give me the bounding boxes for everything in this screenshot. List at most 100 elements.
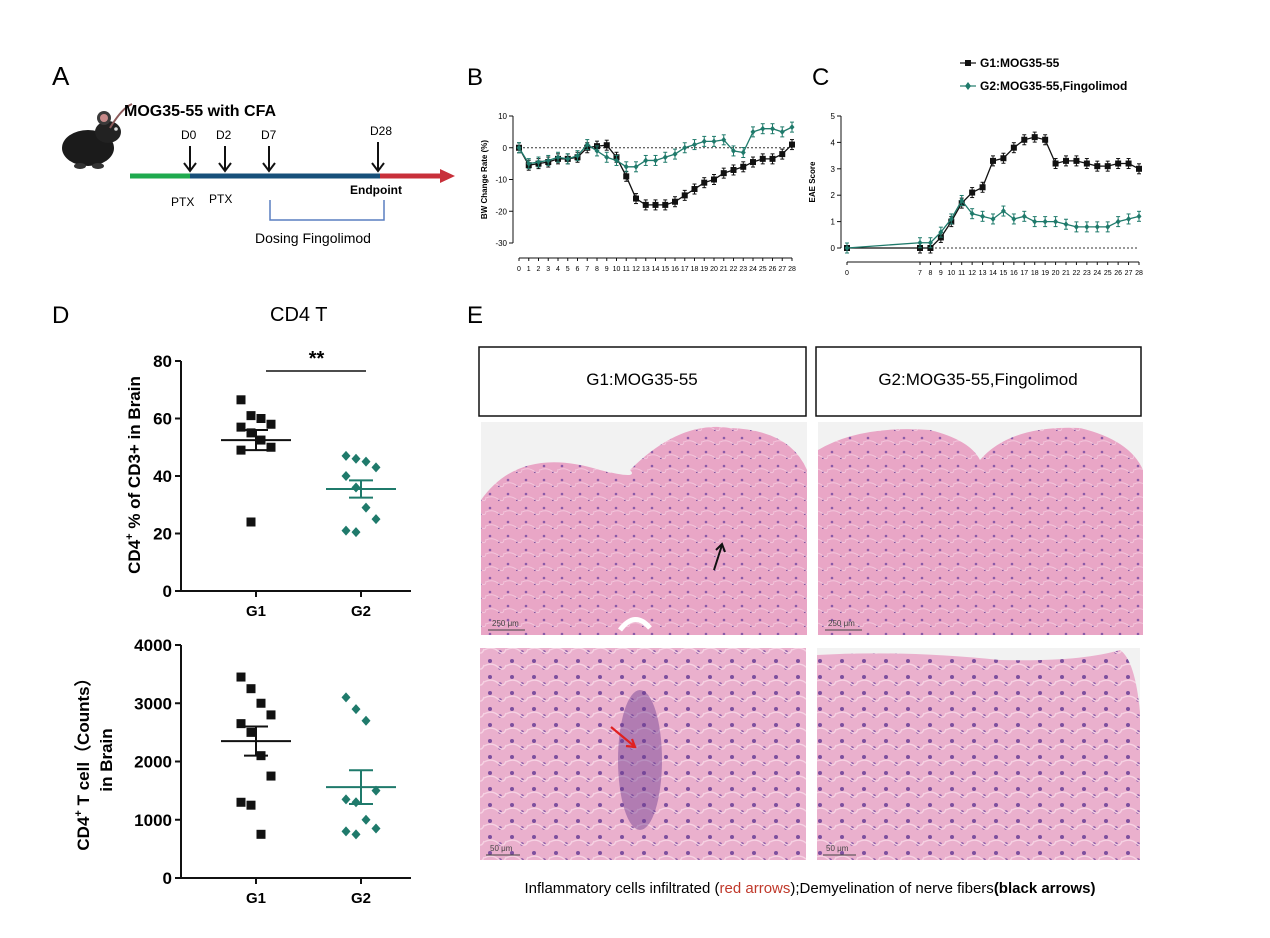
data-point-g2 xyxy=(1115,218,1121,225)
tissue-section xyxy=(818,427,1143,635)
data-point-g1 xyxy=(1136,165,1142,172)
x-tick-label: 17 xyxy=(1020,270,1028,277)
vessel xyxy=(618,617,652,632)
legend-g2: G2:MOG35-55,Fingolimod xyxy=(980,79,1127,93)
x-tick-label: 23 xyxy=(739,266,747,273)
legend-marker-g1 xyxy=(965,60,971,66)
data-point-g2 xyxy=(938,229,944,236)
data-point-g1 xyxy=(246,428,256,438)
data-point-g2 xyxy=(760,125,766,132)
scale-bar-label: 50 μm xyxy=(826,844,849,853)
data-point-g2 xyxy=(731,147,736,154)
x-tick-label: G2 xyxy=(351,603,371,620)
data-point-g1 xyxy=(691,186,698,193)
data-point-g2 xyxy=(623,163,629,170)
data-point-g2 xyxy=(927,239,933,246)
x-tick-label: 24 xyxy=(749,266,757,273)
ptx-label: PTX xyxy=(171,195,194,209)
data-point-g2 xyxy=(604,154,610,161)
data-point-g2 xyxy=(1084,223,1090,230)
y-tick-label: -20 xyxy=(495,207,507,216)
caption-part2: );Demyelination of nerve fibers xyxy=(790,880,994,897)
y-tick-label: 40 xyxy=(153,467,172,486)
x-tick-label: 22 xyxy=(1073,270,1081,277)
y-tick-label: 0 xyxy=(503,144,508,153)
x-tick-label: G1 xyxy=(246,890,266,907)
data-point-g2 xyxy=(779,128,785,135)
data-point-g1 xyxy=(779,151,786,158)
x-tick-label: 12 xyxy=(968,270,976,277)
data-point-g1 xyxy=(1063,157,1069,164)
data-point-g2 xyxy=(555,154,561,161)
y-axis-label: EAE Score xyxy=(808,161,817,202)
data-point-g2 xyxy=(371,823,381,834)
x-tick-label: 16 xyxy=(1010,270,1018,277)
data-point-g1 xyxy=(256,829,266,839)
data-point-g1 xyxy=(266,771,276,781)
data-point-g2 xyxy=(1042,218,1048,225)
x-tick-label: 10 xyxy=(947,270,955,277)
data-point-g2 xyxy=(341,450,351,461)
data-point-g2 xyxy=(770,125,775,132)
data-point-g1 xyxy=(1125,160,1132,167)
data-point-g1 xyxy=(1010,144,1017,151)
data-point-g1 xyxy=(672,198,678,205)
panel-label-b: B xyxy=(467,64,483,91)
x-tick-label: 27 xyxy=(778,266,786,273)
data-point-g1 xyxy=(266,710,276,720)
x-tick-label: 21 xyxy=(1062,270,1070,277)
data-point-g1 xyxy=(652,201,659,208)
y-axis-label: BW Change Rate (%) xyxy=(480,140,489,219)
data-point-g1 xyxy=(1094,163,1101,170)
data-point-g2 xyxy=(672,151,678,158)
panel-label-a: A xyxy=(52,61,70,91)
panel-label-e: E xyxy=(467,302,483,329)
data-point-g2 xyxy=(351,453,361,464)
x-tick-label: 27 xyxy=(1125,270,1133,277)
data-point-g1 xyxy=(246,800,256,810)
data-point-g2 xyxy=(740,149,746,156)
data-point-g1 xyxy=(969,189,976,196)
data-point-g1 xyxy=(979,184,986,191)
data-point-g2 xyxy=(653,157,658,164)
histology-header-g1 xyxy=(478,346,807,417)
scale-bar-label: 250 μm xyxy=(492,619,519,628)
data-point-g1 xyxy=(740,163,747,170)
y-axis-label: CD4+ T cell（Counts） xyxy=(73,669,93,850)
data-point-g1 xyxy=(236,719,246,729)
data-point-g2 xyxy=(844,245,850,251)
x-tick-label: 11 xyxy=(958,270,965,277)
mouse-icon xyxy=(62,103,133,169)
x-tick-label: 15 xyxy=(661,266,669,273)
histology-image-g1-high xyxy=(480,648,806,860)
x-tick-label: G1 xyxy=(246,603,266,620)
data-point-g2 xyxy=(341,692,351,703)
data-point-g2 xyxy=(341,794,351,805)
tissue-section xyxy=(817,650,1140,860)
x-tick-label: 4 xyxy=(556,266,560,273)
data-point-g2 xyxy=(361,456,371,467)
x-tick-label: 18 xyxy=(691,266,699,273)
x-tick-label: 22 xyxy=(730,266,738,273)
x-tick-label: 14 xyxy=(989,270,997,277)
caption-part1: Inflammatory cells infiltrated ( xyxy=(524,880,720,897)
data-point-g1 xyxy=(769,155,776,162)
data-point-g1 xyxy=(711,176,717,183)
data-point-g1 xyxy=(662,201,669,208)
data-point-g1 xyxy=(623,173,630,180)
x-tick-label: 12 xyxy=(632,266,640,273)
x-tick-label: 18 xyxy=(1031,270,1039,277)
x-tick-label: 3 xyxy=(546,266,550,273)
histology-header-g2-label: G2:MOG35-55,Fingolimod xyxy=(878,370,1077,389)
data-point-g1 xyxy=(236,395,246,405)
legend: G1:MOG35-55 G2:MOG35-55,Fingolimod xyxy=(960,56,1127,93)
y-tick-label: 2000 xyxy=(134,753,172,772)
x-tick-label: 15 xyxy=(1000,270,1008,277)
series-line xyxy=(847,136,1140,249)
data-point-g2 xyxy=(750,128,756,135)
x-tick-label: 26 xyxy=(769,266,777,273)
y-tick-label: 3 xyxy=(831,165,836,174)
data-point-g1 xyxy=(1031,134,1038,141)
